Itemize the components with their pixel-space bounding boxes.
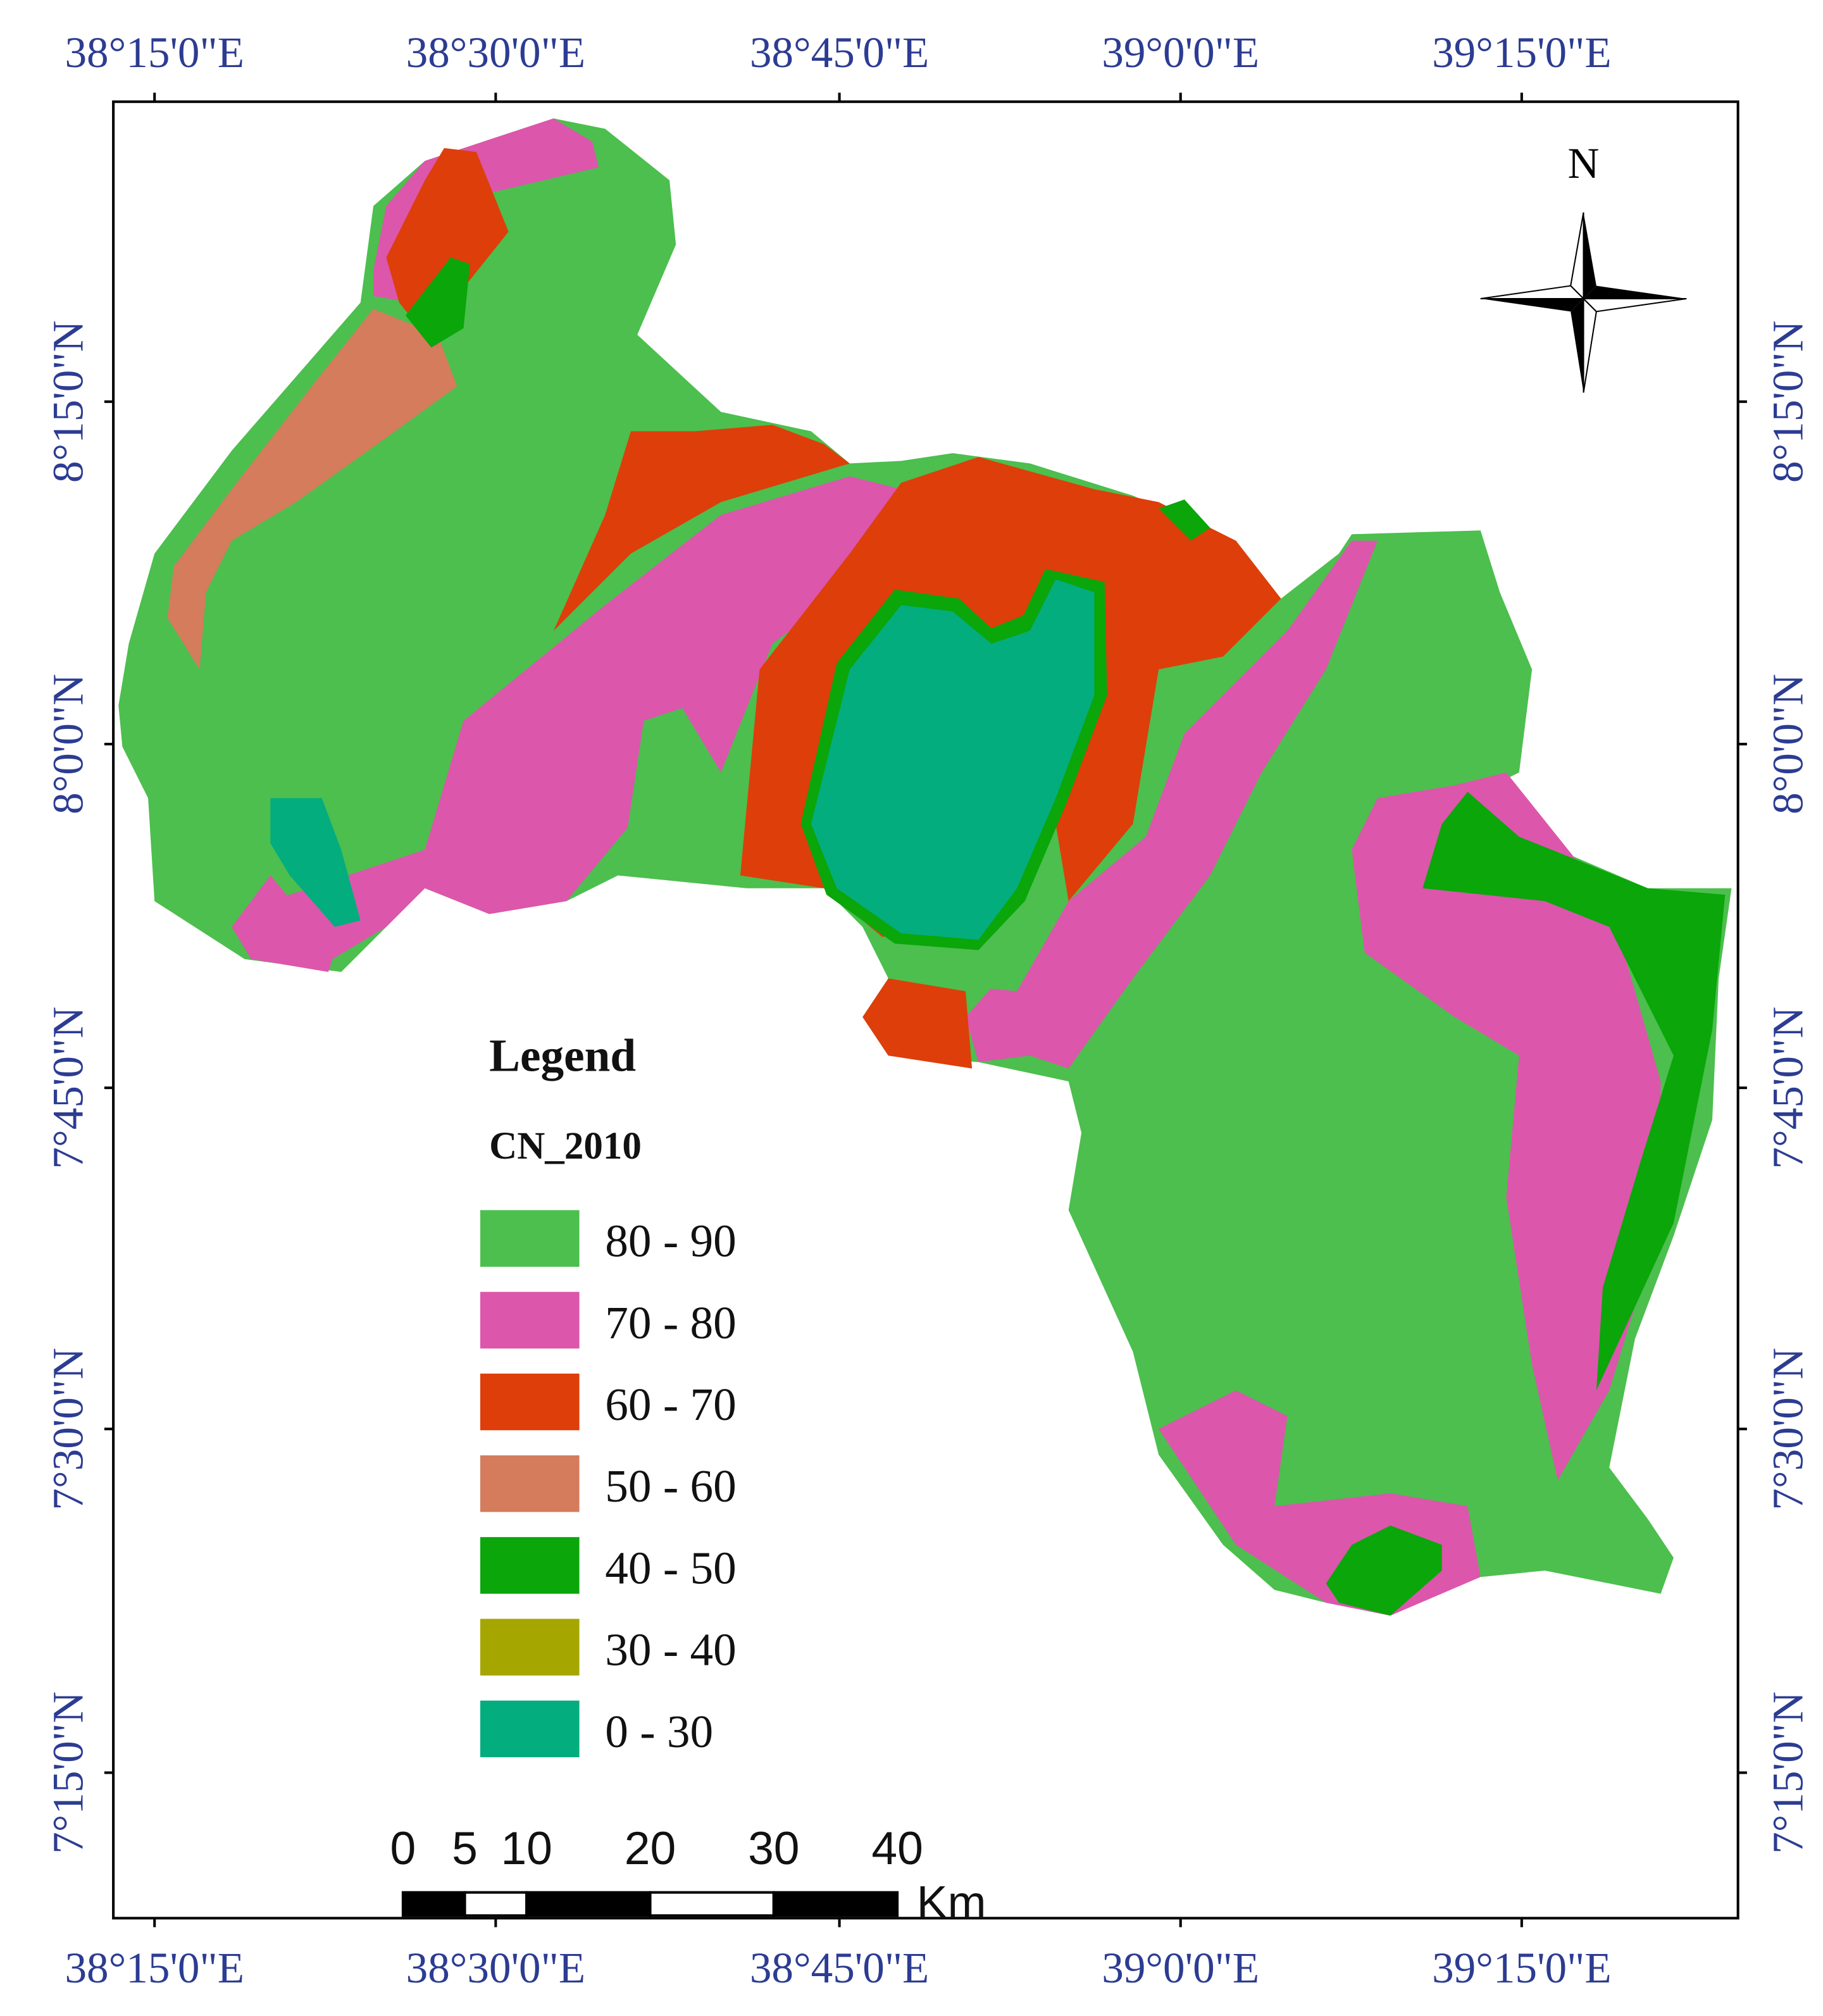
coord-label: 7°15'0"N [43, 1691, 92, 1854]
zone-60-70 [553, 425, 850, 631]
zone-60-70 [862, 978, 973, 1069]
coord-label: 38°45'0"E [750, 28, 929, 77]
legend-swatch [480, 1291, 580, 1349]
zone-40-50 [405, 257, 470, 348]
coord-label: 7°15'0"N [1763, 1691, 1812, 1854]
zone-70-80 [232, 875, 335, 973]
legend-swatch [480, 1210, 580, 1267]
scale-tick-label: 5 [452, 1822, 478, 1874]
legend-title: Legend [489, 1030, 636, 1081]
legend-swatch [480, 1537, 580, 1594]
coord-label: 39°15'0"E [1432, 28, 1611, 77]
scale-segment [525, 1891, 652, 1917]
coord-label: 7°30'0"N [43, 1348, 92, 1510]
legend-label: 60 - 70 [605, 1379, 736, 1430]
zone-60-70 [386, 147, 509, 335]
scale-tick-label: 40 [871, 1822, 923, 1874]
legend-swatch [480, 1455, 580, 1512]
zone-40-50 [1159, 499, 1210, 541]
coord-label: 8°0'0"N [1763, 674, 1812, 814]
scale-tick-label: 30 [748, 1822, 799, 1874]
arrow-part [1583, 212, 1596, 299]
catchment [118, 118, 1732, 1616]
scale-unit: Km [917, 1876, 986, 1928]
coord-label: 38°30'0"E [406, 1943, 585, 1992]
coord-label: 7°30'0"N [1763, 1348, 1812, 1510]
legend-swatch [480, 1700, 580, 1758]
zone-40-50 [1326, 1525, 1442, 1616]
coord-label: 38°15'0"E [65, 28, 244, 77]
legend-swatch [480, 1373, 580, 1431]
coord-label: 8°15'0"N [1763, 320, 1812, 483]
legend-swatch [480, 1619, 580, 1676]
coord-label: 7°45'0"N [43, 1007, 92, 1169]
scale-segment [772, 1891, 899, 1917]
coord-label: 8°15'0"N [43, 320, 92, 483]
legend-label: 0 - 30 [605, 1706, 713, 1757]
zone-80-90 [624, 707, 721, 876]
coord-label: 7°45'0"N [1763, 1007, 1812, 1169]
legend-label: 80 - 90 [605, 1216, 736, 1267]
coord-label: 38°30'0"E [406, 28, 585, 77]
zone-70-80 [965, 540, 1378, 1069]
legend-label: 50 - 60 [605, 1460, 736, 1512]
coord-label: 39°15'0"E [1432, 1943, 1611, 1992]
zone-70-80 [244, 476, 902, 966]
scale-tick-label: 20 [625, 1822, 676, 1874]
coord-label: 8°0'0"N [43, 674, 92, 814]
zone-0-30 [270, 798, 361, 927]
scale-segment [649, 1891, 775, 1917]
coord-label: 39°0'0"E [1102, 1943, 1259, 1992]
map-frame [112, 100, 1739, 1920]
legend-label: 40 - 50 [605, 1542, 736, 1593]
scale-segment [401, 1891, 466, 1917]
scale-segment [463, 1891, 528, 1917]
legend-label: 30 - 40 [605, 1624, 736, 1676]
north-arrow: N [1480, 139, 1687, 393]
scale-tick-label: 10 [501, 1822, 552, 1874]
coord-label: 38°45'0"E [750, 1943, 929, 1992]
zone-50-60 [167, 309, 457, 669]
zone-40-50 [1422, 792, 1726, 1391]
north-label: N [1568, 139, 1600, 187]
scale-tick-label: 0 [390, 1822, 416, 1874]
legend-label: 70 - 80 [605, 1297, 736, 1348]
arrow-part [1571, 299, 1584, 393]
zone-70-80 [1352, 772, 1661, 1481]
arrow-part [1583, 285, 1687, 299]
coord-label: 38°15'0"E [65, 1943, 244, 1992]
arrow-part [1480, 299, 1584, 312]
zone-0-30 [811, 579, 1095, 940]
legend-subtitle: CN_2010 [489, 1125, 642, 1167]
coord-label: 39°0'0"E [1102, 28, 1259, 77]
